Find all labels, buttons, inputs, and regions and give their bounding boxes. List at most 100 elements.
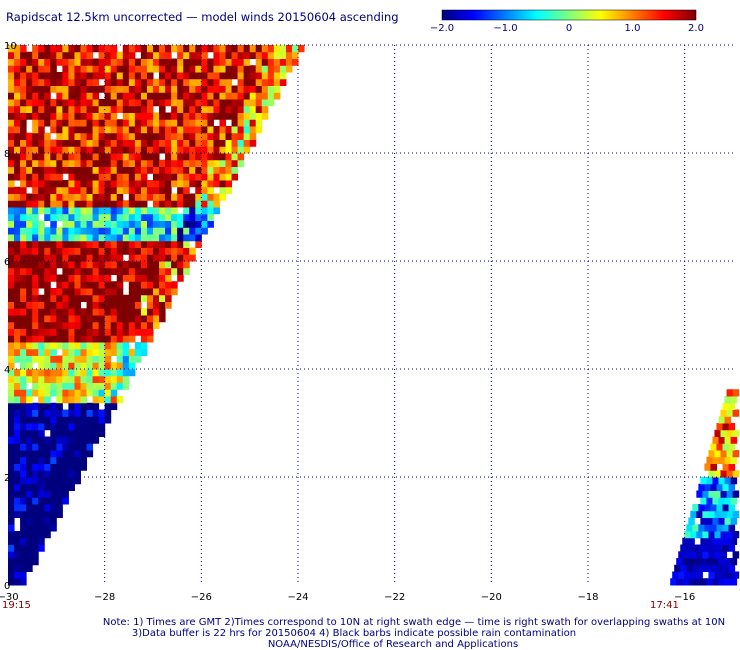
heatmap-cell bbox=[32, 78, 39, 86]
heatmap-cell bbox=[20, 504, 27, 512]
heatmap-cell bbox=[279, 58, 287, 66]
heatmap-cell bbox=[14, 477, 21, 485]
heatmap-cell bbox=[74, 45, 81, 53]
heatmap-cell bbox=[285, 51, 293, 59]
heatmap-cell bbox=[62, 193, 69, 201]
heatmap-cell bbox=[159, 193, 166, 201]
heatmap-cell bbox=[38, 234, 45, 242]
heatmap-cell bbox=[68, 389, 75, 397]
heatmap-cell bbox=[86, 369, 94, 377]
heatmap-cell bbox=[80, 375, 88, 383]
heatmap-cell bbox=[98, 389, 106, 397]
heatmap-cell bbox=[8, 517, 15, 525]
heatmap-cell bbox=[128, 51, 136, 59]
heatmap-cell bbox=[68, 153, 75, 161]
heatmap-cell bbox=[26, 220, 33, 228]
heatmap-cell bbox=[116, 335, 124, 343]
heatmap-cell bbox=[20, 220, 27, 228]
heatmap-cell bbox=[177, 58, 184, 66]
heatmap-cell bbox=[255, 58, 263, 66]
heatmap-cell bbox=[86, 99, 94, 107]
heatmap-cell bbox=[56, 450, 63, 458]
heatmap-cell bbox=[38, 382, 45, 390]
heatmap-cell bbox=[38, 477, 45, 485]
heatmap-cell bbox=[225, 45, 233, 53]
heatmap-cell bbox=[122, 139, 130, 147]
heatmap-cell bbox=[50, 51, 57, 59]
heatmap-cell bbox=[128, 45, 136, 53]
heatmap-cell bbox=[207, 159, 214, 167]
heatmap-cell bbox=[86, 261, 94, 269]
heatmap-cell bbox=[86, 308, 94, 316]
heatmap-cell bbox=[159, 85, 166, 93]
heatmap-cell bbox=[74, 254, 81, 262]
heatmap-cell bbox=[177, 213, 184, 221]
heatmap-cell bbox=[74, 294, 81, 302]
heatmap-cell bbox=[159, 159, 166, 167]
heatmap-cell bbox=[14, 294, 21, 302]
heatmap-cell bbox=[44, 240, 51, 248]
heatmap-cell bbox=[50, 375, 57, 383]
heatmap-cell bbox=[201, 193, 208, 201]
heatmap-cell bbox=[231, 45, 239, 53]
heatmap-cell bbox=[140, 159, 148, 167]
heatmap-cell bbox=[32, 45, 39, 53]
heatmap-cell bbox=[213, 139, 220, 147]
heatmap-cell bbox=[140, 234, 148, 242]
heatmap-cell bbox=[26, 234, 33, 242]
heatmap-cell bbox=[92, 328, 100, 336]
heatmap-cell bbox=[80, 200, 88, 208]
heatmap-cell bbox=[74, 409, 81, 417]
heatmap-cell bbox=[8, 369, 15, 377]
heatmap-cell bbox=[26, 85, 33, 93]
heatmap-cell bbox=[14, 510, 21, 518]
heatmap-cell bbox=[706, 497, 713, 505]
heatmap-cell bbox=[20, 416, 27, 424]
heatmap-cell bbox=[32, 402, 39, 410]
heatmap-cell bbox=[122, 85, 130, 93]
heatmap-cell bbox=[159, 247, 166, 255]
heatmap-cell bbox=[68, 159, 75, 167]
heatmap-cell bbox=[195, 213, 202, 221]
heatmap-cell bbox=[62, 274, 69, 282]
heatmap-cell bbox=[171, 92, 178, 100]
heatmap-cell bbox=[243, 51, 251, 59]
heatmap-cell bbox=[74, 328, 81, 336]
heatmap-cell bbox=[86, 382, 94, 390]
heatmap-cell bbox=[14, 153, 21, 161]
heatmap-cell bbox=[134, 288, 142, 296]
heatmap-cell bbox=[68, 213, 75, 221]
heatmap-cell bbox=[50, 207, 57, 215]
heatmap-cell bbox=[92, 362, 100, 370]
heatmap-cell bbox=[165, 186, 172, 194]
heatmap-cell bbox=[692, 544, 699, 552]
heatmap-cell bbox=[207, 180, 214, 188]
heatmap-cell bbox=[14, 416, 21, 424]
heatmap-cell bbox=[38, 247, 45, 255]
heatmap-cell bbox=[80, 119, 88, 127]
heatmap-cell bbox=[62, 261, 69, 269]
heatmap-cell bbox=[213, 166, 220, 174]
heatmap-cell bbox=[237, 119, 245, 127]
heatmap-cell bbox=[291, 58, 299, 66]
heatmap-cell bbox=[80, 207, 88, 215]
heatmap-cell bbox=[44, 65, 51, 73]
heatmap-cell bbox=[98, 166, 106, 174]
heatmap-cell bbox=[249, 78, 257, 86]
heatmap-cell bbox=[44, 92, 51, 100]
heatmap-cell bbox=[20, 544, 27, 552]
heatmap-cell bbox=[688, 558, 695, 566]
heatmap-cell bbox=[140, 193, 148, 201]
heatmap-cell bbox=[104, 254, 112, 262]
heatmap-cell bbox=[165, 240, 172, 248]
heatmap-cell bbox=[134, 315, 142, 323]
heatmap-cell bbox=[207, 220, 214, 228]
heatmap-cell bbox=[189, 45, 196, 53]
heatmap-cell bbox=[44, 531, 51, 539]
heatmap-cell bbox=[8, 45, 15, 53]
heatmap-cell bbox=[122, 335, 130, 343]
heatmap-cell bbox=[165, 72, 172, 80]
heatmap-cell bbox=[116, 213, 124, 221]
heatmap-cell bbox=[86, 389, 94, 397]
